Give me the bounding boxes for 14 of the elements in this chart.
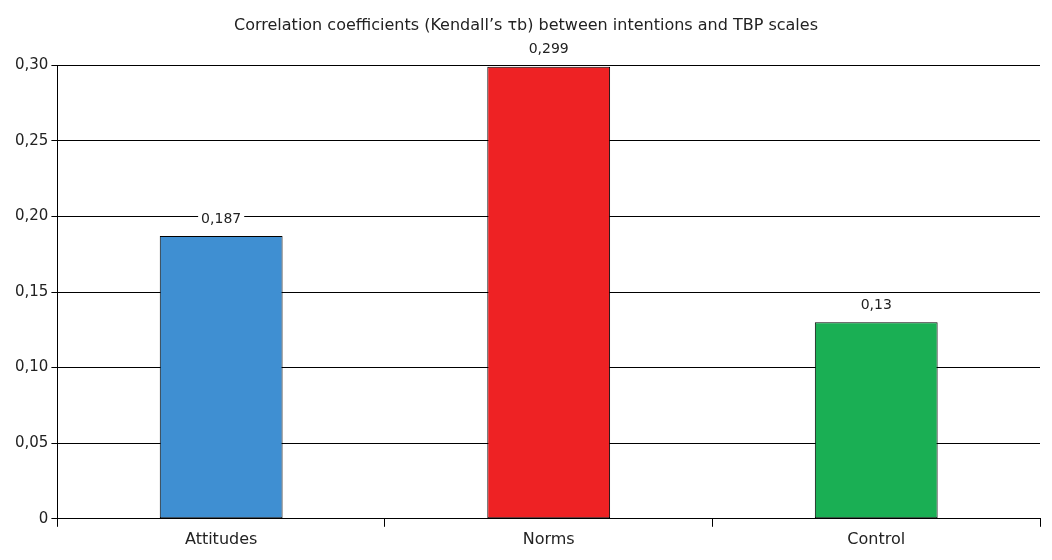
y-tick-label: 0,05 <box>14 433 49 452</box>
x-tick-label: Control <box>847 528 906 548</box>
y-tick-label: 0,15 <box>14 281 49 300</box>
y-tick-label: 0,10 <box>14 357 49 376</box>
chart-title: Correlation coefficients (Kendall’s τb) between intentions and TBP scales <box>234 14 818 34</box>
y-tick-label: 0,20 <box>14 206 49 225</box>
y-tick-label: 0 <box>38 508 49 527</box>
data-label: 0,187 <box>201 209 242 226</box>
data-label: 0,13 <box>860 295 892 312</box>
x-tick-label: Attitudes <box>184 528 258 548</box>
data-label: 0,299 <box>528 40 569 57</box>
y-tick-label: 0,25 <box>14 130 49 149</box>
x-tick-label: Norms <box>522 528 575 548</box>
y-tick-label: 0,30 <box>14 55 49 74</box>
